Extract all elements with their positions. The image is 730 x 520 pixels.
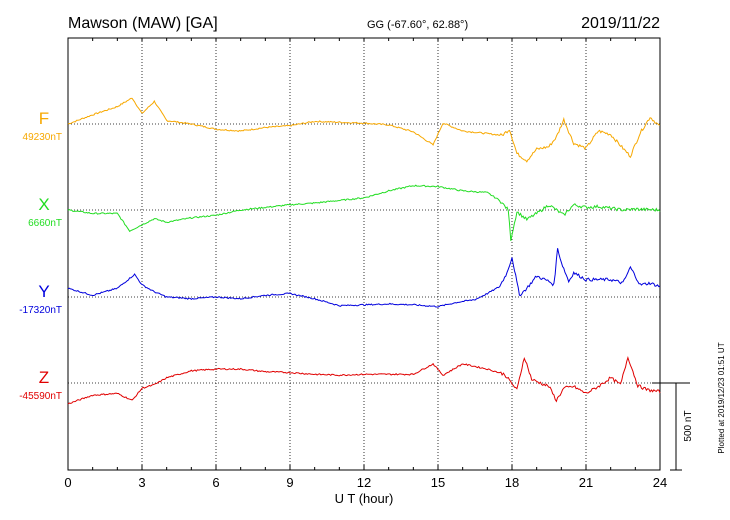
component-name-X: X <box>38 195 49 214</box>
x-tick-label-24: 24 <box>653 475 667 490</box>
series-line-Y <box>67 248 661 308</box>
baseline-value-X: 6660nT <box>28 218 62 229</box>
component-name-Y: Y <box>38 282 49 301</box>
x-tick-label-0: 0 <box>64 475 71 490</box>
plot-date: 2019/11/22 <box>581 15 660 32</box>
baseline-value-Z: -45590nT <box>19 391 62 402</box>
component-labels: F 49230nT X 6660nT Y -17320nT Z -45590nT <box>19 109 62 402</box>
series-lines <box>67 97 661 405</box>
series-line-F <box>67 97 661 163</box>
x-tick-label-6: 6 <box>212 475 219 490</box>
baseline-value-F: 49230nT <box>23 132 62 143</box>
x-tick-label-21: 21 <box>579 475 593 490</box>
plotted-timestamp: Plotted at 2019/12/23 01:51 UT <box>717 342 726 453</box>
component-name-F: F <box>39 109 49 128</box>
scale-bar: 500 nT <box>652 382 694 471</box>
station-title: Mawson (MAW) [GA] <box>68 15 218 32</box>
x-tick-label-3: 3 <box>138 475 145 490</box>
x-axis-label: U T (hour) <box>335 491 394 506</box>
x-axis-ticks: 0 3 6 9 12 15 18 21 24 <box>64 38 667 490</box>
geo-coordinates: GG (-67.60°, 62.88°) <box>367 19 468 31</box>
scale-bar-label: 500 nT <box>683 410 694 441</box>
x-tick-label-15: 15 <box>431 475 445 490</box>
x-tick-label-12: 12 <box>357 475 371 490</box>
x-tick-label-18: 18 <box>505 475 519 490</box>
x-tick-label-9: 9 <box>286 475 293 490</box>
component-name-Z: Z <box>39 368 49 387</box>
baseline-value-Y: -17320nT <box>19 305 62 316</box>
series-line-Z <box>67 356 661 405</box>
series-line-X <box>67 184 661 241</box>
vertical-gridlines <box>141 38 587 470</box>
